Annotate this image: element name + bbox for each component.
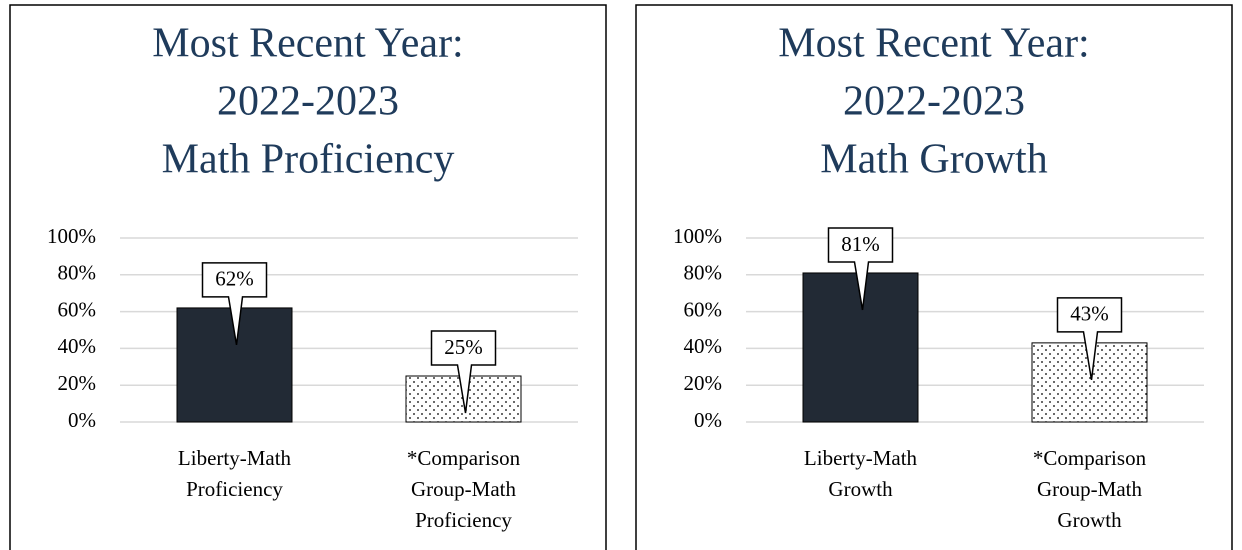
x-tick-label: Liberty-Math (178, 446, 292, 470)
x-tick-label: Group-Math (1037, 477, 1142, 501)
x-tick-label: Growth (828, 477, 893, 501)
data-label: 25% (444, 335, 483, 359)
callout (1056, 297, 1123, 381)
chart-title: 2022-2023 (843, 79, 1025, 125)
chart-title: Most Recent Year: (152, 21, 463, 67)
data-label: 62% (215, 267, 254, 291)
y-tick-label: 20% (684, 371, 723, 395)
y-tick-label: 80% (684, 261, 723, 285)
x-tick-label: Group-Math (411, 477, 516, 501)
x-tick-label: *Comparison (407, 446, 521, 470)
y-tick-label: 40% (684, 334, 723, 358)
x-tick-label: Proficiency (415, 508, 512, 532)
callout (827, 227, 894, 311)
data-label: 81% (841, 232, 880, 256)
x-tick-label: Liberty-Math (804, 446, 918, 470)
x-tick-label: Proficiency (186, 477, 283, 501)
y-tick-label: 60% (684, 297, 723, 321)
x-tick-label: *Comparison (1033, 446, 1147, 470)
y-tick-label: 40% (58, 334, 97, 358)
bar (1031, 342, 1148, 423)
chart-title: Most Recent Year: (778, 21, 1089, 67)
y-tick-label: 0% (694, 408, 722, 432)
callout (201, 262, 268, 346)
callout (430, 330, 497, 414)
y-tick-label: 100% (47, 224, 96, 248)
x-tick-label: Growth (1057, 508, 1122, 532)
chart-title: 2022-2023 (217, 79, 399, 125)
y-tick-label: 0% (68, 408, 96, 432)
y-tick-label: 20% (58, 371, 97, 395)
y-tick-label: 100% (673, 224, 722, 248)
chart-title: Math Growth (820, 137, 1047, 183)
y-tick-label: 80% (58, 261, 97, 285)
panel-border (9, 4, 607, 550)
chart-title: Math Proficiency (162, 137, 455, 183)
y-tick-label: 60% (58, 297, 97, 321)
panel-border (635, 4, 1233, 550)
data-label: 43% (1070, 302, 1109, 326)
